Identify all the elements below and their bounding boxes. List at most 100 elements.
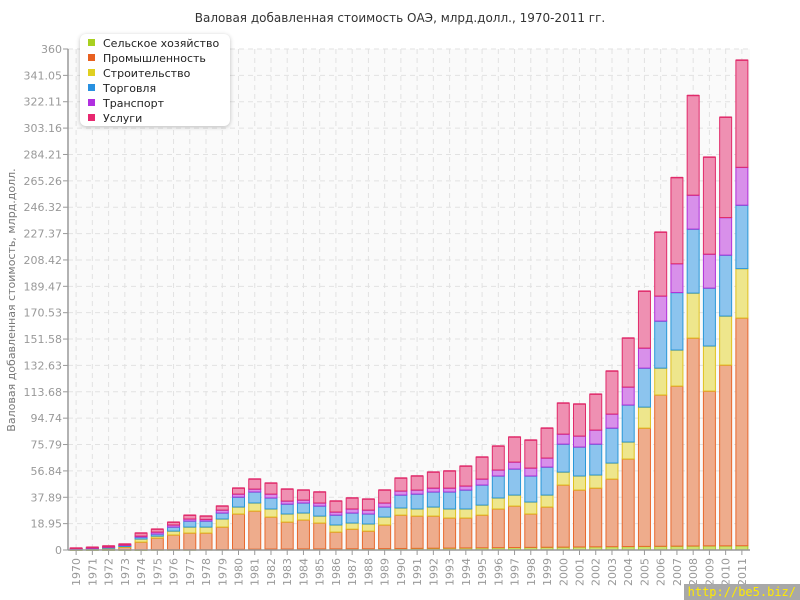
bar-segment-2[interactable] <box>589 474 603 489</box>
bar-segment-1[interactable] <box>475 514 489 549</box>
bar-segment-2[interactable] <box>280 513 294 523</box>
bar-segment-4[interactable] <box>735 166 749 206</box>
bar-segment-2[interactable] <box>621 441 635 460</box>
bar-segment-5[interactable] <box>345 497 359 510</box>
bar-segment-2[interactable] <box>573 475 586 491</box>
bar-segment-1[interactable] <box>735 317 749 547</box>
bar-segment-1[interactable] <box>167 534 181 551</box>
bar-segment-3[interactable] <box>199 520 213 528</box>
bar-segment-1[interactable] <box>605 478 619 548</box>
bar-segment-5[interactable] <box>426 471 440 489</box>
legend-item[interactable]: Строительство <box>88 67 190 81</box>
bar-segment-3[interactable] <box>475 484 489 506</box>
bar-segment-2[interactable] <box>329 524 343 533</box>
bar-segment-1[interactable] <box>443 517 457 549</box>
bar-segment-3[interactable] <box>280 503 294 515</box>
bar-segment-3[interactable] <box>670 292 684 351</box>
bar-segment-1[interactable] <box>459 517 473 549</box>
bar-segment-3[interactable] <box>183 520 197 528</box>
bar-segment-1[interactable] <box>573 489 586 548</box>
bar-segment-5[interactable] <box>329 500 343 513</box>
bar-segment-3[interactable] <box>313 505 327 517</box>
bar-segment-5[interactable] <box>719 116 733 219</box>
bar-segment-5[interactable] <box>702 156 716 255</box>
bar-segment-3[interactable] <box>637 367 651 408</box>
bar-segment-3[interactable] <box>508 468 522 496</box>
bar-segment-1[interactable] <box>540 506 554 548</box>
bar-segment-4[interactable] <box>702 253 716 289</box>
bar-segment-2[interactable] <box>394 507 408 516</box>
bar-segment-1[interactable] <box>134 541 148 551</box>
bar-segment-2[interactable] <box>556 471 570 486</box>
bar-segment-4[interactable] <box>475 478 489 486</box>
bar-segment-5[interactable] <box>264 482 278 495</box>
bar-segment-2[interactable] <box>443 508 457 519</box>
bar-segment-3[interactable] <box>621 404 635 443</box>
bar-segment-1[interactable] <box>719 364 733 547</box>
bar-segment-5[interactable] <box>556 402 570 435</box>
legend-item[interactable]: Сельское хозяйство <box>88 37 219 51</box>
bar-segment-4[interactable] <box>524 467 538 477</box>
bar-segment-1[interactable] <box>589 487 603 548</box>
bar-segment-1[interactable] <box>248 510 262 550</box>
bar-segment-3[interactable] <box>329 514 343 526</box>
bar-segment-1[interactable] <box>280 521 294 550</box>
bar-segment-3[interactable] <box>735 204 749 270</box>
bar-segment-1[interactable] <box>199 532 213 551</box>
bar-segment-5[interactable] <box>410 475 424 491</box>
bar-segment-5[interactable] <box>313 491 327 504</box>
bar-segment-1[interactable] <box>215 526 229 551</box>
bar-segment-3[interactable] <box>589 443 603 476</box>
bar-segment-2[interactable] <box>459 508 473 519</box>
bar-segment-2[interactable] <box>670 349 684 387</box>
bar-segment-2[interactable] <box>215 518 229 528</box>
bar-segment-2[interactable] <box>426 506 440 517</box>
bar-segment-4[interactable] <box>491 469 505 477</box>
bar-segment-1[interactable] <box>670 385 684 547</box>
bar-segment-1[interactable] <box>524 513 538 548</box>
bar-segment-2[interactable] <box>508 494 522 507</box>
bar-segment-3[interactable] <box>296 502 310 514</box>
bar-segment-4[interactable] <box>621 386 635 406</box>
bar-segment-2[interactable] <box>313 515 327 524</box>
bar-segment-5[interactable] <box>475 456 489 480</box>
bar-segment-1[interactable] <box>637 427 651 547</box>
bar-segment-1[interactable] <box>329 531 343 550</box>
bar-segment-3[interactable] <box>264 497 278 510</box>
bar-segment-3[interactable] <box>654 320 668 369</box>
bar-segment-1[interactable] <box>654 394 668 547</box>
bar-segment-1[interactable] <box>345 528 359 550</box>
bar-segment-5[interactable] <box>280 488 294 502</box>
bar-segment-2[interactable] <box>686 292 700 339</box>
bar-segment-2[interactable] <box>296 512 310 521</box>
bar-segment-2[interactable] <box>702 345 716 392</box>
bar-segment-5[interactable] <box>248 478 262 490</box>
bar-segment-2[interactable] <box>199 526 213 534</box>
bar-segment-4[interactable] <box>605 413 619 429</box>
bar-segment-5[interactable] <box>524 439 538 469</box>
bar-segment-2[interactable] <box>264 508 278 518</box>
bar-segment-1[interactable] <box>491 508 505 549</box>
bar-segment-5[interactable] <box>686 94 700 196</box>
bar-segment-2[interactable] <box>475 504 489 516</box>
legend-item[interactable]: Промышленность <box>88 52 206 66</box>
bar-segment-1[interactable] <box>296 519 310 550</box>
bar-segment-5[interactable] <box>508 436 522 463</box>
bar-segment-2[interactable] <box>345 522 359 530</box>
bar-segment-1[interactable] <box>426 515 440 549</box>
bar-segment-5[interactable] <box>670 177 684 265</box>
bar-segment-4[interactable] <box>670 263 684 294</box>
bar-segment-2[interactable] <box>248 502 262 512</box>
bar-segment-1[interactable] <box>702 390 716 547</box>
bar-segment-3[interactable] <box>524 475 538 503</box>
bar-segment-3[interactable] <box>394 494 408 509</box>
bar-segment-5[interactable] <box>654 231 668 297</box>
bar-segment-3[interactable] <box>378 506 392 518</box>
bar-segment-3[interactable] <box>540 466 554 496</box>
bar-segment-5[interactable] <box>621 337 635 388</box>
legend-item[interactable]: Услуги <box>88 112 142 126</box>
bar-segment-4[interactable] <box>719 217 733 256</box>
bar-segment-3[interactable] <box>215 512 229 520</box>
bar-segment-2[interactable] <box>410 508 424 517</box>
bar-segment-4[interactable] <box>654 295 668 322</box>
